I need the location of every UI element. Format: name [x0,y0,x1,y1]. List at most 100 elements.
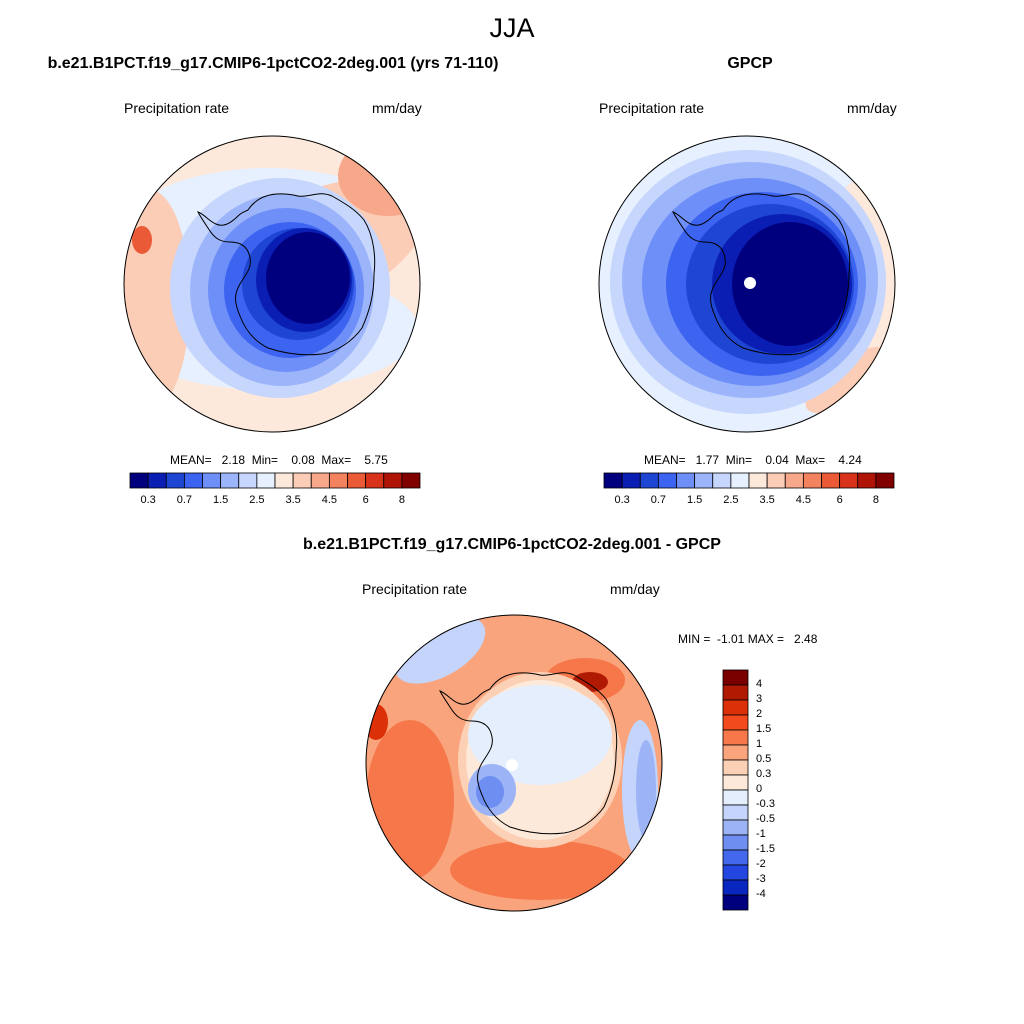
panel-3-colorbar-tick-label: 0.3 [756,768,772,780]
panel-1-colorbar-box [183,472,203,489]
figure-title: JJA [489,13,535,43]
panel-1-colorbar-tick-label: 1.5 [212,494,229,506]
panel-2-colorbar-box [802,472,822,489]
panel-2-colorbar-box [657,472,677,489]
panel-1-colorbar-box [129,472,149,489]
panel-1-colorbar-box [147,472,167,489]
panel-2-colorbar-tick-label: 4.5 [795,494,812,506]
panel-2-colorbar [603,472,895,489]
panel-1-colorbar-box [401,472,421,489]
panel-3-map [366,615,662,911]
panel-2-colorbar-box [603,472,623,489]
panel-3-colorbar-tick-label: -1.5 [756,843,775,855]
panel-1-colorbar-tick-label: 4.5 [321,494,338,506]
panel-3-colorbar-tick-label: -2 [756,858,766,870]
panel-3-colorbar-box [722,849,749,866]
panel-1-colorbar-box [347,472,367,489]
panel-3-colorbar-box [722,744,749,761]
panel-1-colorbar-tick-label: 0.3 [140,494,156,506]
panel-1-colorbar-box [202,472,222,489]
panel-3-field-contour [476,776,504,808]
panel-1-colorbar-tick-label: 3.5 [285,494,301,506]
panel-1-field-contour [132,226,152,254]
panel-1-colorbar-box [383,472,403,489]
panel-3-colorbar-box [722,714,749,731]
panel-1-colorbar-box [328,472,348,489]
panel-3-colorbar-tick-label: -4 [756,888,766,900]
panel-1-colorbar-box [238,472,258,489]
panel-3-colorbar-tick-label: 4 [756,678,763,690]
panel-2-colorbar-box [639,472,659,489]
panel-1-colorbar-tick-label: 0.7 [176,494,193,506]
panel-2-colorbar-box [766,472,786,489]
panel-1-colorbar-box [310,472,330,489]
panel-3-colorbar-box [722,879,749,896]
panel-2-colorbar-tick-label: 1.5 [686,494,703,506]
panel-3-colorbar-box [722,789,749,806]
panel-1-colorbar-tick-label: 8 [398,494,405,506]
panel-1-colorbar-box [220,472,240,489]
panel-3-colorbar-box [722,684,749,701]
panel-1-stats: MEAN= 2.18 Min= 0.08 Max= 5.75 [170,453,388,467]
panel-3-colorbar-tick-label: 0.5 [756,753,772,765]
panel-3-colorbar-box [722,864,749,881]
panel-3-units-label: mm/day [610,581,660,597]
panel-2-colorbar-box [694,472,714,489]
panel-3-colorbar-tick-label: -3 [756,873,766,885]
panel-2-colorbar-box [857,472,877,489]
panel-2-colorbar-box [839,472,859,489]
panel-1-variable-label: Precipitation rate [124,100,230,116]
panel-2-colorbar-tick-label: 0.3 [614,494,630,506]
panel-3-colorbar-tick-label: 1.5 [756,723,772,735]
panel-3-colorbar-box [722,894,749,911]
panel-3-field-contour [636,740,656,840]
panel-2-colorbar-box [875,472,895,489]
panel-3-colorbar-box [722,699,749,716]
panel-3-map-border [365,614,663,912]
panel-3-field-contour [366,720,454,880]
panel-2-units-label: mm/day [847,100,897,116]
panel-3-colorbar [722,669,749,911]
panel-1-colorbar-box [165,472,185,489]
panel-3-stats: MIN = -1.01 MAX = 2.48 [678,632,818,646]
panel-2-colorbar-box [821,472,841,489]
panel-2-colorbar-box [712,472,732,489]
panel-3-variable-label: Precipitation rate [362,581,468,597]
panel-3-colorbar-tick-label: 2 [756,708,763,720]
panel-3-field-contour [394,616,486,684]
panel-2-field-contour [732,222,848,346]
panel-1-map [124,136,420,432]
panel-1-units-label: mm/day [372,100,422,116]
panel-1-map-border [123,135,421,433]
panel-3-field-contour [468,685,612,785]
panel-2-pole-missing-data [744,277,756,289]
panel-2-variable-label: Precipitation rate [599,100,705,116]
panel-2-colorbar-box [676,472,696,489]
panel-1-colorbar-tick-label: 2.5 [249,494,265,506]
panel-2-colorbar-box [748,472,768,489]
panel-2-title: GPCP [727,55,773,72]
panel-3-pole-missing-data [506,759,518,771]
panel-2-colorbar-tick-label: 2.5 [723,494,739,506]
panel-3-title: b.e21.B1PCT.f19_g17.CMIP6-1pctCO2-2deg.0… [303,536,721,553]
panel-2-colorbar-tick-label: 6 [836,494,843,506]
panel-3-colorbar-box [722,774,749,791]
panel-3-colorbar-tick-label: 3 [756,693,763,705]
panel-3-colorbar-tick-label: -1 [756,828,766,840]
panel-3-colorbar-box [722,669,749,686]
panel-2-field-contour [805,346,891,414]
panel-3-colorbar-box [722,804,749,821]
panel-2-map-border [598,135,896,433]
panel-3-colorbar-tick-label: -0.3 [756,798,775,810]
panel-2-colorbar-box [730,472,750,489]
panel-2-colorbar-tick-label: 3.5 [759,494,775,506]
panel-3-field-contour [450,840,630,900]
panel-1-field-contour [266,232,350,324]
panel-1-title: b.e21.B1PCT.f19_g17.CMIP6-1pctCO2-2deg.0… [47,55,499,72]
panel-2-colorbar-box [784,472,804,489]
panel-3-colorbar-box [722,759,749,776]
panel-2-stats: MEAN= 1.77 Min= 0.04 Max= 4.24 [644,453,862,467]
panel-1-colorbar-box [256,472,276,489]
panel-3-colorbar-box [722,819,749,836]
panel-3-colorbar-tick-label: -0.5 [756,813,775,825]
